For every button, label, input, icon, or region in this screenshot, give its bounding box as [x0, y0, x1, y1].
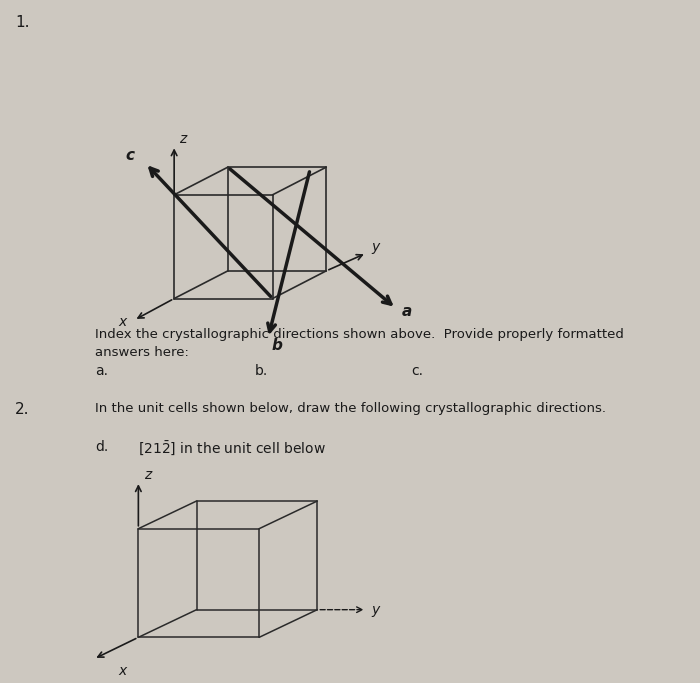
- Text: Index the crystallographic directions shown above.  Provide properly formatted
a: Index the crystallographic directions sh…: [95, 328, 624, 359]
- Text: 2.: 2.: [15, 402, 29, 417]
- Text: z: z: [144, 469, 151, 482]
- Text: b.: b.: [255, 363, 268, 378]
- Text: c.: c.: [411, 363, 424, 378]
- Text: x: x: [119, 664, 127, 678]
- Text: x: x: [119, 315, 127, 329]
- Text: $[21\bar{2}]$ in the unit cell below: $[21\bar{2}]$ in the unit cell below: [139, 440, 326, 458]
- Text: 1.: 1.: [15, 15, 29, 30]
- Text: z: z: [179, 133, 187, 146]
- Text: b: b: [272, 338, 283, 353]
- Text: a: a: [401, 305, 412, 320]
- Text: y: y: [371, 240, 379, 254]
- Text: In the unit cells shown below, draw the following crystallographic directions.: In the unit cells shown below, draw the …: [95, 402, 606, 415]
- Text: d.: d.: [95, 440, 108, 454]
- Text: y: y: [371, 602, 379, 617]
- Text: c: c: [126, 148, 135, 163]
- Text: a.: a.: [95, 363, 108, 378]
